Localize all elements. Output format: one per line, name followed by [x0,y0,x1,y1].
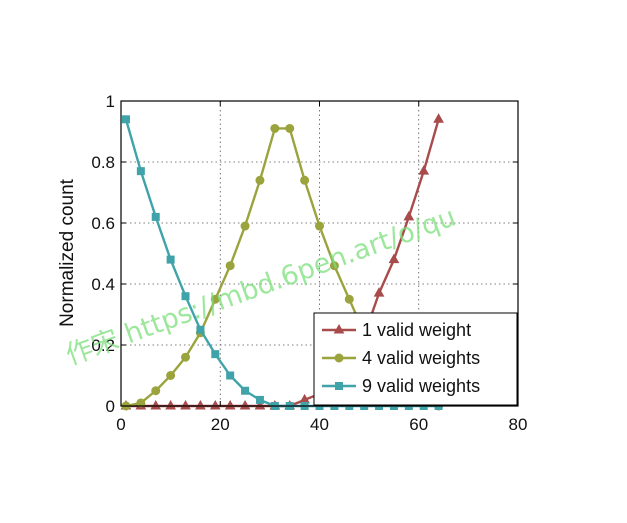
data-point [254,399,266,410]
data-point [210,294,220,304]
data-point [433,113,444,123]
x-tick-label: 20 [211,415,230,434]
legend-item: 1 valid weight [322,320,471,340]
axis-ticks: 0 20 40 60 80 0 0.2 0.4 0.6 0.8 1 [91,92,527,434]
data-point [373,287,385,297]
data-point [211,350,220,359]
legend-label: 9 valid weights [362,376,480,396]
data-point [166,255,175,264]
data-point [121,115,130,124]
data-point [388,253,400,264]
data-point [150,399,162,410]
legend-marker [334,353,344,363]
data-point [165,399,176,410]
y-tick-label: 0.8 [91,153,115,172]
data-point [181,352,191,362]
legend-label: 1 valid weight [362,320,471,340]
data-point [240,221,250,231]
data-point [315,221,324,231]
y-tick-label: 0.6 [91,214,115,233]
data-point [344,294,354,304]
data-point [225,261,235,271]
data-point [226,371,235,380]
data-point [241,386,250,395]
x-tick-label: 80 [509,415,528,434]
x-tick-label: 0 [116,415,125,434]
data-point [181,292,190,301]
data-point [255,175,265,185]
data-point [300,175,310,185]
data-point [196,325,205,334]
y-tick-label: 0.2 [91,336,115,355]
data-point [255,395,264,404]
data-point [209,399,221,410]
x-tick-label: 40 [310,415,329,434]
legend-marker [335,382,343,390]
y-tick-label: 0 [106,397,115,416]
data-point [151,386,161,396]
y-tick-label: 0.4 [91,275,115,294]
data-point [418,165,430,175]
data-point [403,210,415,221]
y-axis-label: Normalized count [57,178,78,327]
legend-label: 4 valid weights [362,348,480,368]
x-tick-label: 60 [409,415,428,434]
data-point [270,123,280,133]
data-point [151,212,160,221]
legend: 1 valid weight 4 valid weights 9 valid wei… [313,312,518,406]
data-point [136,398,146,408]
legend-item: 9 valid weights [322,376,480,396]
data-point [195,399,206,410]
data-point [180,399,191,410]
data-point [136,167,145,176]
legend-item: 4 valid weights [322,348,480,368]
data-point [239,399,251,410]
data-point [166,371,176,380]
data-point [285,123,295,133]
legend-marker [333,323,345,334]
data-point [329,261,339,271]
y-tick-label: 1 [106,92,115,111]
data-point [224,399,236,410]
